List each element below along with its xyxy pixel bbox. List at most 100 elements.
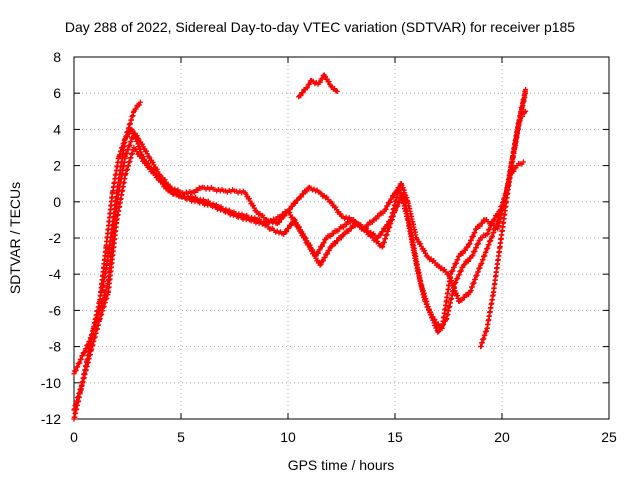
data-point	[479, 235, 485, 241]
data-point	[300, 191, 307, 197]
y-tick-label: 2	[53, 158, 61, 174]
data-point	[472, 229, 478, 236]
data-point	[519, 113, 525, 120]
data-point	[376, 213, 382, 219]
data-point	[133, 146, 139, 152]
data-point	[475, 241, 482, 247]
data-point	[461, 294, 468, 301]
data-point	[453, 279, 459, 285]
data-point	[348, 225, 354, 232]
data-point	[465, 258, 471, 264]
data-point	[333, 204, 339, 210]
data-point	[312, 252, 318, 259]
data-point	[304, 85, 310, 91]
data-point	[133, 106, 139, 112]
data-point	[136, 102, 142, 108]
data-point	[456, 272, 462, 278]
data-point	[465, 244, 471, 250]
data-point	[522, 86, 529, 93]
y-tick-label: -6	[49, 302, 62, 318]
data-point	[436, 328, 442, 334]
data-point	[295, 223, 301, 229]
data-series	[71, 130, 526, 377]
data-point	[440, 321, 447, 327]
y-tick-label: 6	[53, 85, 61, 101]
y-tick-label: -10	[41, 375, 61, 391]
data-point	[74, 364, 81, 370]
x-tick-label: 25	[601, 429, 617, 445]
y-axis-label: SDTVAR / TECUs	[7, 182, 23, 294]
data-point	[300, 89, 306, 96]
data-point	[334, 88, 340, 94]
data-point	[285, 225, 292, 231]
data-point	[291, 216, 297, 222]
data-series	[99, 99, 143, 295]
data-point	[154, 174, 161, 180]
data-point	[319, 243, 326, 249]
data-point	[395, 203, 401, 209]
data-point	[317, 79, 323, 85]
data-point	[318, 261, 324, 267]
x-tick-label: 5	[177, 429, 185, 445]
data-point	[150, 159, 156, 165]
data-point	[343, 221, 350, 228]
y-tick-label: 8	[53, 49, 61, 65]
data-point	[162, 177, 168, 183]
data-point	[308, 246, 314, 252]
data-point	[477, 223, 483, 229]
data-point	[378, 232, 384, 238]
data-point	[417, 241, 424, 247]
data-point	[387, 199, 393, 205]
data-point	[289, 203, 295, 209]
data-point	[462, 261, 468, 268]
data-point	[484, 231, 490, 237]
y-tick-label: 0	[53, 194, 61, 210]
data-point	[470, 252, 476, 258]
data-point	[398, 195, 405, 202]
data-point	[392, 208, 398, 214]
data-point	[335, 238, 341, 244]
data-point	[332, 241, 339, 247]
data-point	[83, 346, 89, 352]
data-point	[462, 247, 468, 253]
data-point	[138, 153, 144, 159]
data-point	[137, 99, 143, 105]
data-point	[146, 164, 152, 170]
data-point	[439, 325, 445, 331]
data-point	[435, 329, 441, 335]
data-point	[139, 141, 145, 147]
data-point	[468, 237, 474, 243]
y-tick-labels: -12 -10 -8 -6 -4 -2 0 2 4 6 8	[41, 49, 61, 427]
data-point	[322, 254, 328, 260]
data-point	[317, 262, 323, 268]
data-series	[478, 108, 529, 350]
data-point	[520, 159, 526, 165]
data-point	[281, 231, 287, 237]
data-point	[450, 268, 456, 274]
data-point	[287, 209, 293, 216]
data-point	[485, 230, 491, 236]
data-point	[467, 241, 473, 247]
data-point	[154, 166, 160, 172]
data-points	[71, 72, 529, 422]
chart-title: Day 288 of 2022, Sidereal Day-to-day VTE…	[65, 19, 575, 35]
data-point	[273, 216, 280, 223]
x-tick-labels: 0 5 10 15 20 25	[70, 429, 617, 445]
data-point	[276, 219, 283, 225]
data-point	[422, 250, 429, 256]
data-point	[78, 356, 84, 362]
data-point	[315, 250, 321, 256]
data-point	[495, 212, 501, 218]
y-tick-label: -4	[49, 266, 62, 282]
y-tick-label: -8	[49, 339, 62, 355]
data-point	[393, 207, 399, 213]
y-tick-label: -12	[41, 411, 61, 427]
data-point	[329, 243, 335, 250]
data-point	[284, 229, 290, 235]
data-point	[460, 250, 466, 257]
data-point	[458, 268, 464, 274]
data-point	[73, 367, 79, 374]
data-point	[455, 275, 461, 282]
data-point	[298, 93, 304, 99]
